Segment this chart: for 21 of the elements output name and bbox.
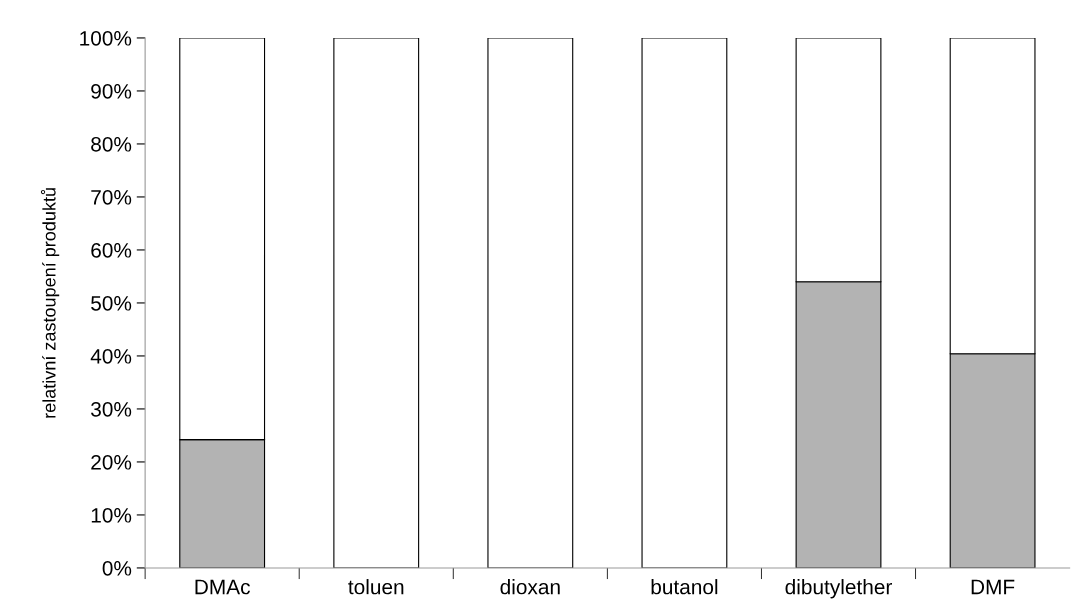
y-tick-label: 10% xyxy=(91,507,132,523)
x-tick-label: dioxan xyxy=(500,579,560,595)
y-tick-label: 50% xyxy=(91,295,132,311)
bar xyxy=(487,37,574,568)
y-tick-label: 100% xyxy=(80,30,132,46)
y-tick-label: 60% xyxy=(91,242,132,258)
x-tick-label: toluen xyxy=(348,579,404,595)
y-tick-label: 30% xyxy=(91,401,132,417)
y-tick-label: 40% xyxy=(90,348,132,364)
x-tick-label: DMAc xyxy=(195,579,250,595)
y-tick-label: 20% xyxy=(91,454,132,470)
y-axis-title: relativní zastoupení produktů xyxy=(40,188,60,418)
y-tick-label: 90% xyxy=(91,83,132,99)
bar xyxy=(641,37,728,568)
x-tick-label: butanol xyxy=(651,579,718,595)
x-tick-label: DMF xyxy=(971,579,1015,595)
x-tick-label: dibutylether xyxy=(785,579,893,599)
y-tick-label: 80% xyxy=(91,136,132,152)
bar xyxy=(333,37,420,568)
y-tick-label: 0% xyxy=(102,560,132,576)
y-tick-label: 70% xyxy=(91,189,132,205)
